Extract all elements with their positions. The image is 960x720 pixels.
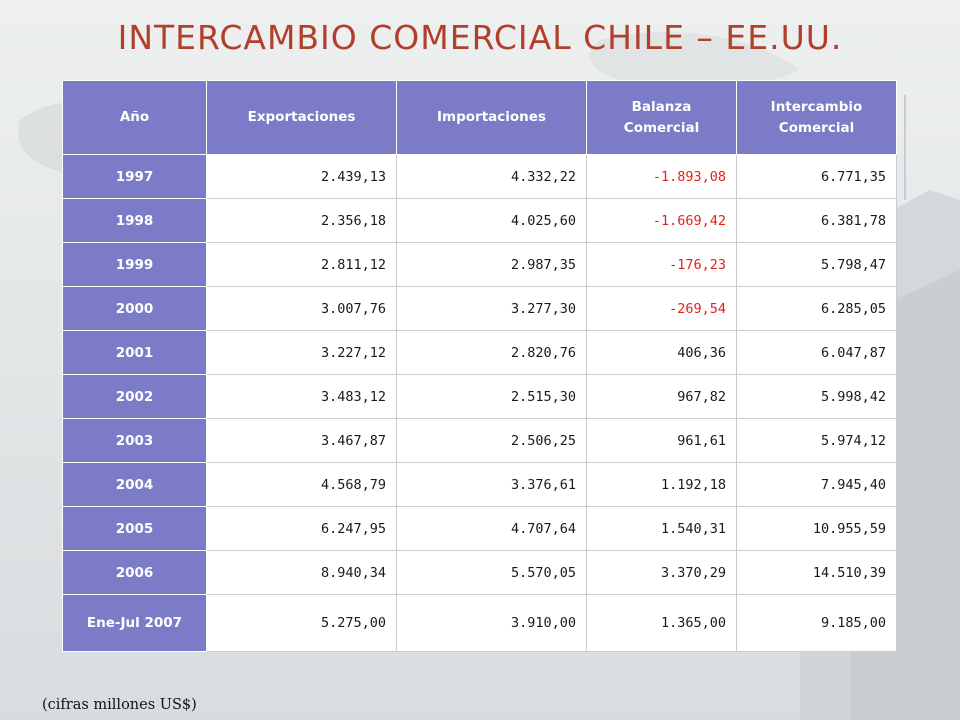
row-year: 2006	[62, 550, 207, 595]
table-row: 2000 3.007,76 3.277,30 -269,54 6.285,05	[62, 286, 897, 331]
cell-balance: -1.669,42	[586, 198, 737, 243]
header-trade-line2: Comercial	[778, 119, 855, 136]
header-imports: Importaciones	[396, 80, 587, 155]
cell-imports: 2.515,30	[396, 374, 587, 419]
units-footnote: (cifras millones US$)	[42, 697, 197, 713]
cell-balance: 406,36	[586, 330, 737, 375]
cell-trade: 6.047,87	[736, 330, 897, 375]
cell-balance: 1.192,18	[586, 462, 737, 507]
cell-trade: 9.185,00	[736, 594, 897, 652]
cell-trade: 10.955,59	[736, 506, 897, 551]
cell-trade: 14.510,39	[736, 550, 897, 595]
table-row: 1997 2.439,13 4.332,22 -1.893,08 6.771,3…	[62, 154, 897, 199]
row-year: 1999	[62, 242, 207, 287]
cell-balance: -176,23	[586, 242, 737, 287]
row-year: 2000	[62, 286, 207, 331]
row-year: 2005	[62, 506, 207, 551]
cell-imports: 2.820,76	[396, 330, 587, 375]
cell-trade: 6.285,05	[736, 286, 897, 331]
table-row: 2006 8.940,34 5.570,05 3.370,29 14.510,3…	[62, 550, 897, 595]
cell-trade: 5.974,12	[736, 418, 897, 463]
table-row: Ene-Jul 2007 5.275,00 3.910,00 1.365,00 …	[62, 594, 897, 652]
table-row: 2005 6.247,95 4.707,64 1.540,31 10.955,5…	[62, 506, 897, 551]
header-year: Año	[62, 80, 207, 155]
header-trade-total: Intercambio Comercial	[736, 80, 897, 155]
cell-balance: 1.540,31	[586, 506, 737, 551]
cell-imports: 5.570,05	[396, 550, 587, 595]
cell-trade: 5.998,42	[736, 374, 897, 419]
page-title: INTERCAMBIO COMERCIAL CHILE – EE.UU.	[117, 18, 843, 57]
row-year: Ene-Jul 2007	[62, 594, 207, 652]
row-year: 2002	[62, 374, 207, 419]
cell-imports: 4.332,22	[396, 154, 587, 199]
cell-exports: 2.439,13	[206, 154, 397, 199]
cell-exports: 5.275,00	[206, 594, 397, 652]
cell-balance: 961,61	[586, 418, 737, 463]
header-trade-line1: Intercambio	[770, 98, 863, 115]
table-row: 2002 3.483,12 2.515,30 967,82 5.998,42	[62, 374, 897, 419]
cell-exports: 3.227,12	[206, 330, 397, 375]
cell-exports: 3.483,12	[206, 374, 397, 419]
cell-trade: 6.771,35	[736, 154, 897, 199]
cell-exports: 3.467,87	[206, 418, 397, 463]
cell-imports: 3.277,30	[396, 286, 587, 331]
cell-balance: 967,82	[586, 374, 737, 419]
row-year: 2003	[62, 418, 207, 463]
cell-trade: 6.381,78	[736, 198, 897, 243]
cell-trade: 7.945,40	[736, 462, 897, 507]
trade-table: Año Exportaciones Importaciones Balanza …	[62, 80, 897, 652]
cell-imports: 4.025,60	[396, 198, 587, 243]
cell-imports: 3.910,00	[396, 594, 587, 652]
header-balance-line1: Balanza	[631, 98, 692, 115]
header-exports: Exportaciones	[206, 80, 397, 155]
cell-balance: -269,54	[586, 286, 737, 331]
cell-balance: -1.893,08	[586, 154, 737, 199]
row-year: 2004	[62, 462, 207, 507]
cell-exports: 2.356,18	[206, 198, 397, 243]
cell-exports: 4.568,79	[206, 462, 397, 507]
cell-balance: 3.370,29	[586, 550, 737, 595]
cell-imports: 3.376,61	[396, 462, 587, 507]
cell-trade: 5.798,47	[736, 242, 897, 287]
table-row: 1998 2.356,18 4.025,60 -1.669,42 6.381,7…	[62, 198, 897, 243]
header-trade-balance: Balanza Comercial	[586, 80, 737, 155]
table-row: 2004 4.568,79 3.376,61 1.192,18 7.945,40	[62, 462, 897, 507]
cell-imports: 2.506,25	[396, 418, 587, 463]
row-year: 1997	[62, 154, 207, 199]
header-balance-line2: Comercial	[623, 119, 700, 136]
cell-imports: 2.987,35	[396, 242, 587, 287]
cell-exports: 2.811,12	[206, 242, 397, 287]
cell-exports: 8.940,34	[206, 550, 397, 595]
cell-balance: 1.365,00	[586, 594, 737, 652]
table-row: 2001 3.227,12 2.820,76 406,36 6.047,87	[62, 330, 897, 375]
cell-exports: 6.247,95	[206, 506, 397, 551]
cell-exports: 3.007,76	[206, 286, 397, 331]
cell-imports: 4.707,64	[396, 506, 587, 551]
row-year: 2001	[62, 330, 207, 375]
table-row: 1999 2.811,12 2.987,35 -176,23 5.798,47	[62, 242, 897, 287]
table-row: 2003 3.467,87 2.506,25 961,61 5.974,12	[62, 418, 897, 463]
row-year: 1998	[62, 198, 207, 243]
table-header-row: Año Exportaciones Importaciones Balanza …	[62, 80, 897, 155]
